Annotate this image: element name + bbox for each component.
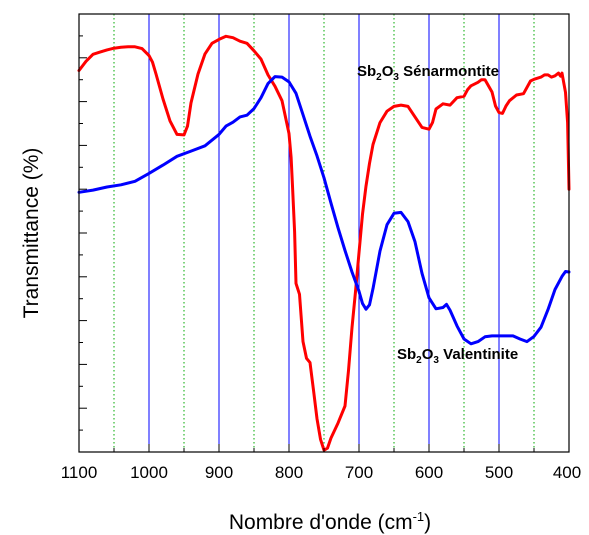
x-tick-label: 1000 (130, 463, 168, 482)
x-tick-label: 600 (415, 463, 443, 482)
x-axis-label: Nombre d'onde (cm-1) (229, 509, 431, 534)
x-tick-label: 1100 (61, 463, 98, 482)
series-line-valentinite (77, 75, 571, 346)
series-layer (77, 34, 571, 452)
x-tick-label: 900 (205, 463, 233, 482)
x-tick-labels: 1100 1000 900 800 700 600 500 400 (61, 463, 581, 482)
y-axis-label: Transmittance (%) (20, 148, 43, 319)
x-tick-label: 700 (345, 463, 373, 482)
x-tick-label: 400 (553, 463, 581, 482)
annotation-valentinite: Sb2O3 Valentinite (397, 346, 518, 366)
x-tick-label: 800 (275, 463, 303, 482)
grid-lines (113, 14, 535, 452)
series-line-senarmontite (77, 34, 571, 452)
annotation-senarmontite: Sb2O3 Sénarmontite (357, 63, 499, 83)
axis-ticks (78, 13, 570, 453)
x-tick-label: 500 (485, 463, 513, 482)
